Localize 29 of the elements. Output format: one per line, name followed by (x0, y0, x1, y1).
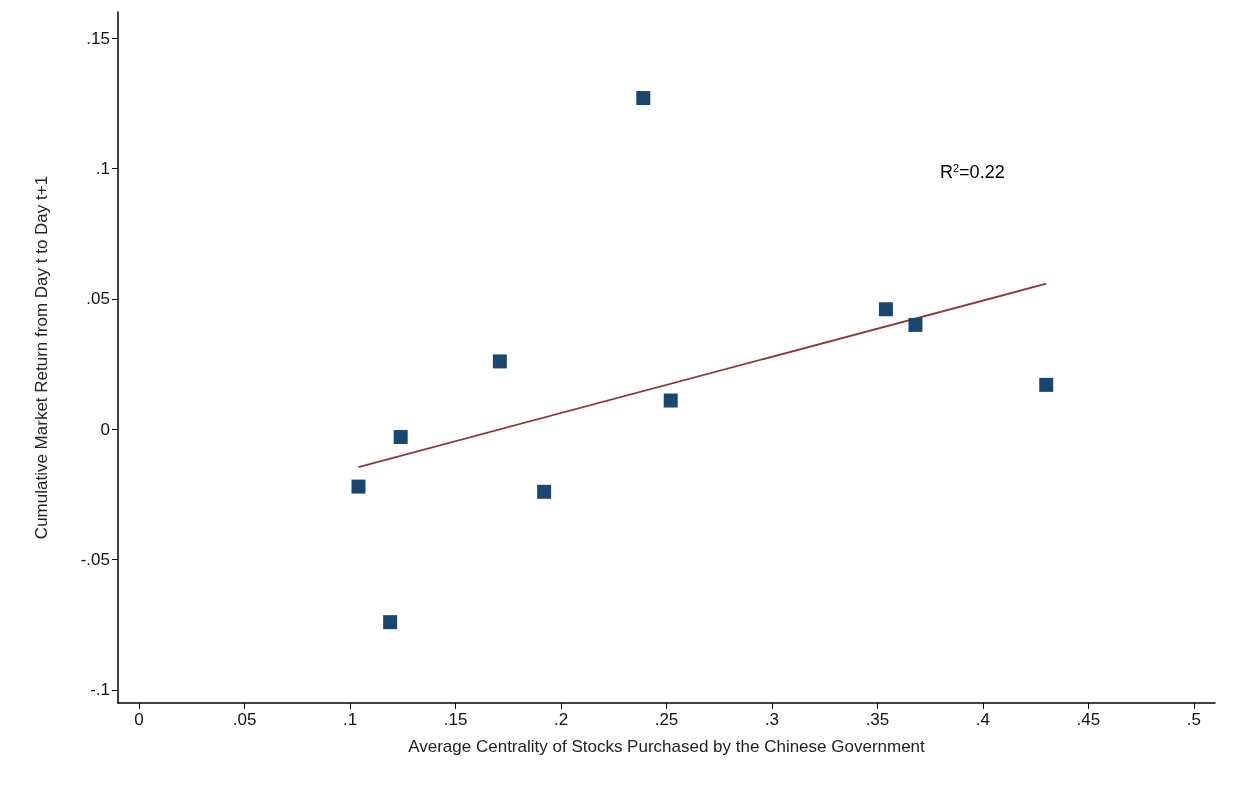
point (878, 302, 893, 317)
y-tick-label: 0 (100, 419, 110, 439)
point (663, 393, 678, 408)
x-tick-label: .05 (232, 710, 257, 729)
x-tick-label: .3 (764, 710, 780, 729)
y-axis-title: Cumulative Market Return from Day t to Day t+1 (32, 175, 51, 540)
point (492, 354, 507, 369)
point (908, 317, 923, 332)
point (1039, 377, 1054, 392)
x-axis-title: Average Centrality of Stocks Purchased by the Chinese Government (408, 737, 926, 756)
point (383, 615, 398, 630)
y-tick-label: .05 (86, 289, 110, 309)
x-tick-label: .25 (654, 710, 679, 729)
x-tick-label: .45 (1076, 710, 1101, 729)
x-tick-label: .1 (342, 710, 358, 729)
y-tick-label: -.1 (90, 680, 110, 700)
x-tick-label: .2 (553, 710, 569, 729)
x-tick-label: .4 (975, 710, 991, 729)
x-tick-label: .15 (443, 710, 468, 729)
y-tick-label: .15 (86, 28, 110, 48)
x-tick-label: 0 (134, 710, 144, 729)
point (636, 91, 651, 106)
x-tick-label: .5 (1186, 710, 1201, 729)
y-tick-label: -.05 (80, 550, 110, 570)
point (351, 479, 366, 494)
y-tick-label: .1 (95, 158, 110, 178)
x-tick-label: .35 (865, 710, 890, 729)
point (537, 484, 552, 499)
point (393, 430, 408, 445)
